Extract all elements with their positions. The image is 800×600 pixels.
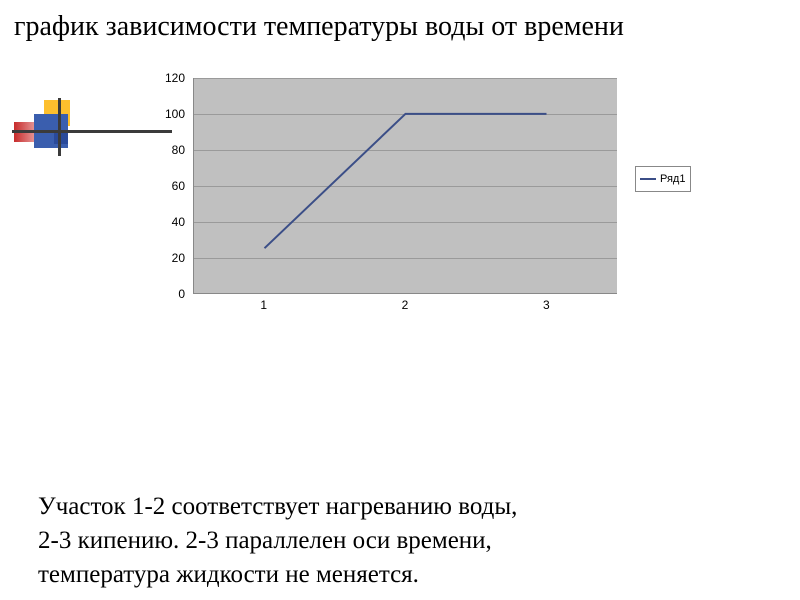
caption-text: Участок 1-2 соответствует нагреванию вод…: [38, 490, 517, 591]
page-title: график зависимости температуры воды от в…: [14, 10, 624, 44]
plot-area: [193, 78, 617, 294]
series-line: [194, 78, 617, 293]
caption-line: температура жидкости не меняется.: [38, 558, 517, 592]
temperature-chart: 020406080100120 123 Ряд1: [135, 70, 691, 328]
y-axis-labels: 020406080100120: [135, 78, 189, 294]
legend-label: Ряд1: [660, 173, 685, 185]
logo-vline: [58, 98, 61, 156]
slide: график зависимости температуры воды от в…: [0, 0, 800, 600]
legend-swatch: [640, 178, 656, 180]
caption-line: Участок 1-2 соответствует нагреванию вод…: [38, 490, 517, 524]
legend: Ряд1: [635, 166, 691, 192]
caption-line: 2-3 кипению. 2-3 параллелен оси времени,: [38, 524, 517, 558]
x-axis-labels: 123: [193, 298, 617, 318]
slide-logo: [14, 100, 94, 160]
